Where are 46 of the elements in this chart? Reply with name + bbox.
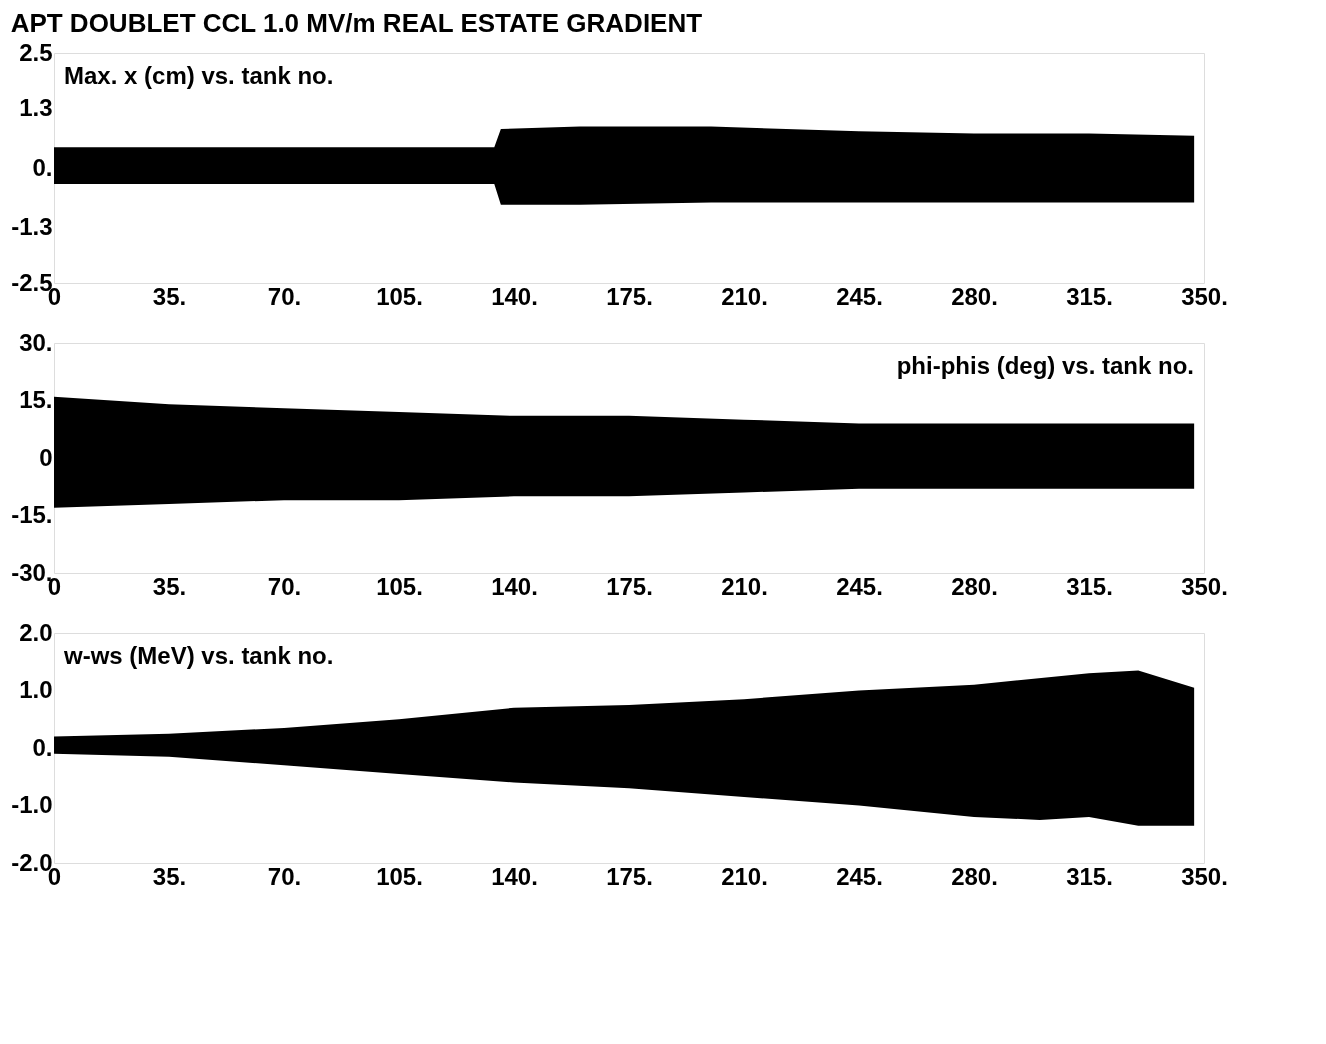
y-tick-label: 0: [39, 443, 53, 471]
chart-title: APT DOUBLET CCL 1.0 MV/m REAL ESTATE GRADIENT: [10, 8, 703, 38]
x-tick-label: 315.: [1066, 282, 1113, 310]
y-tick-label: 15.: [19, 386, 53, 413]
y-tick-label: -1.0: [11, 791, 53, 818]
y-tick-label: 0.: [32, 733, 53, 761]
x-tick-label: 210.: [721, 572, 768, 600]
x-tick-label: 70.: [267, 862, 302, 890]
y-tick-label: 2.0: [19, 618, 53, 646]
y-tick-label: 0.: [32, 153, 53, 181]
x-tick-label: 280.: [951, 862, 998, 890]
x-tick-label: 245.: [836, 862, 883, 890]
x-tick-label: 140.: [491, 572, 538, 600]
x-tick-label: 280.: [951, 282, 998, 310]
x-tick-label: 315.: [1066, 862, 1113, 890]
x-tick-label: 245.: [836, 572, 883, 600]
annotation: Max. x (cm) vs. tank no.: [64, 62, 334, 89]
x-tick-label: 315.: [1066, 572, 1113, 600]
x-tick-label: 210.: [721, 862, 768, 890]
x-tick-label: 350.: [1181, 572, 1228, 600]
x-tick-label: 280.: [951, 572, 998, 600]
x-tick-label: 140.: [491, 282, 538, 310]
y-tick-label: 30.: [19, 328, 53, 356]
y-tick-label: 1.3: [19, 93, 53, 121]
x-tick-label: 210.: [721, 282, 768, 310]
x-tick-label: 70.: [267, 572, 302, 600]
x-tick-label: 35.: [152, 862, 187, 890]
x-tick-label: 140.: [491, 862, 538, 890]
y-tick-label: -15.: [11, 501, 53, 528]
x-tick-label: 105.: [376, 572, 423, 600]
x-tick-label: 175.: [606, 282, 653, 310]
x-tick-label: 175.: [606, 572, 653, 600]
x-tick-label: 70.: [267, 282, 302, 310]
y-tick-label: 2.5: [19, 38, 53, 66]
x-tick-label: 105.: [376, 282, 423, 310]
y-tick-label: -1.3: [11, 213, 53, 241]
x-tick-label: 245.: [836, 282, 883, 310]
x-tick-label: 350.: [1181, 862, 1228, 890]
x-tick-label: 350.: [1181, 282, 1228, 310]
x-tick-label: 35.: [152, 282, 187, 310]
x-tick-label: 35.: [152, 572, 187, 600]
x-tick-label: 175.: [606, 862, 653, 890]
y-tick-label: 1.0: [19, 676, 53, 703]
x-tick-label: 105.: [376, 862, 423, 890]
annotation: w-ws (MeV) vs. tank no.: [63, 642, 334, 669]
annotation: phi-phis (deg) vs. tank no.: [896, 352, 1194, 379]
